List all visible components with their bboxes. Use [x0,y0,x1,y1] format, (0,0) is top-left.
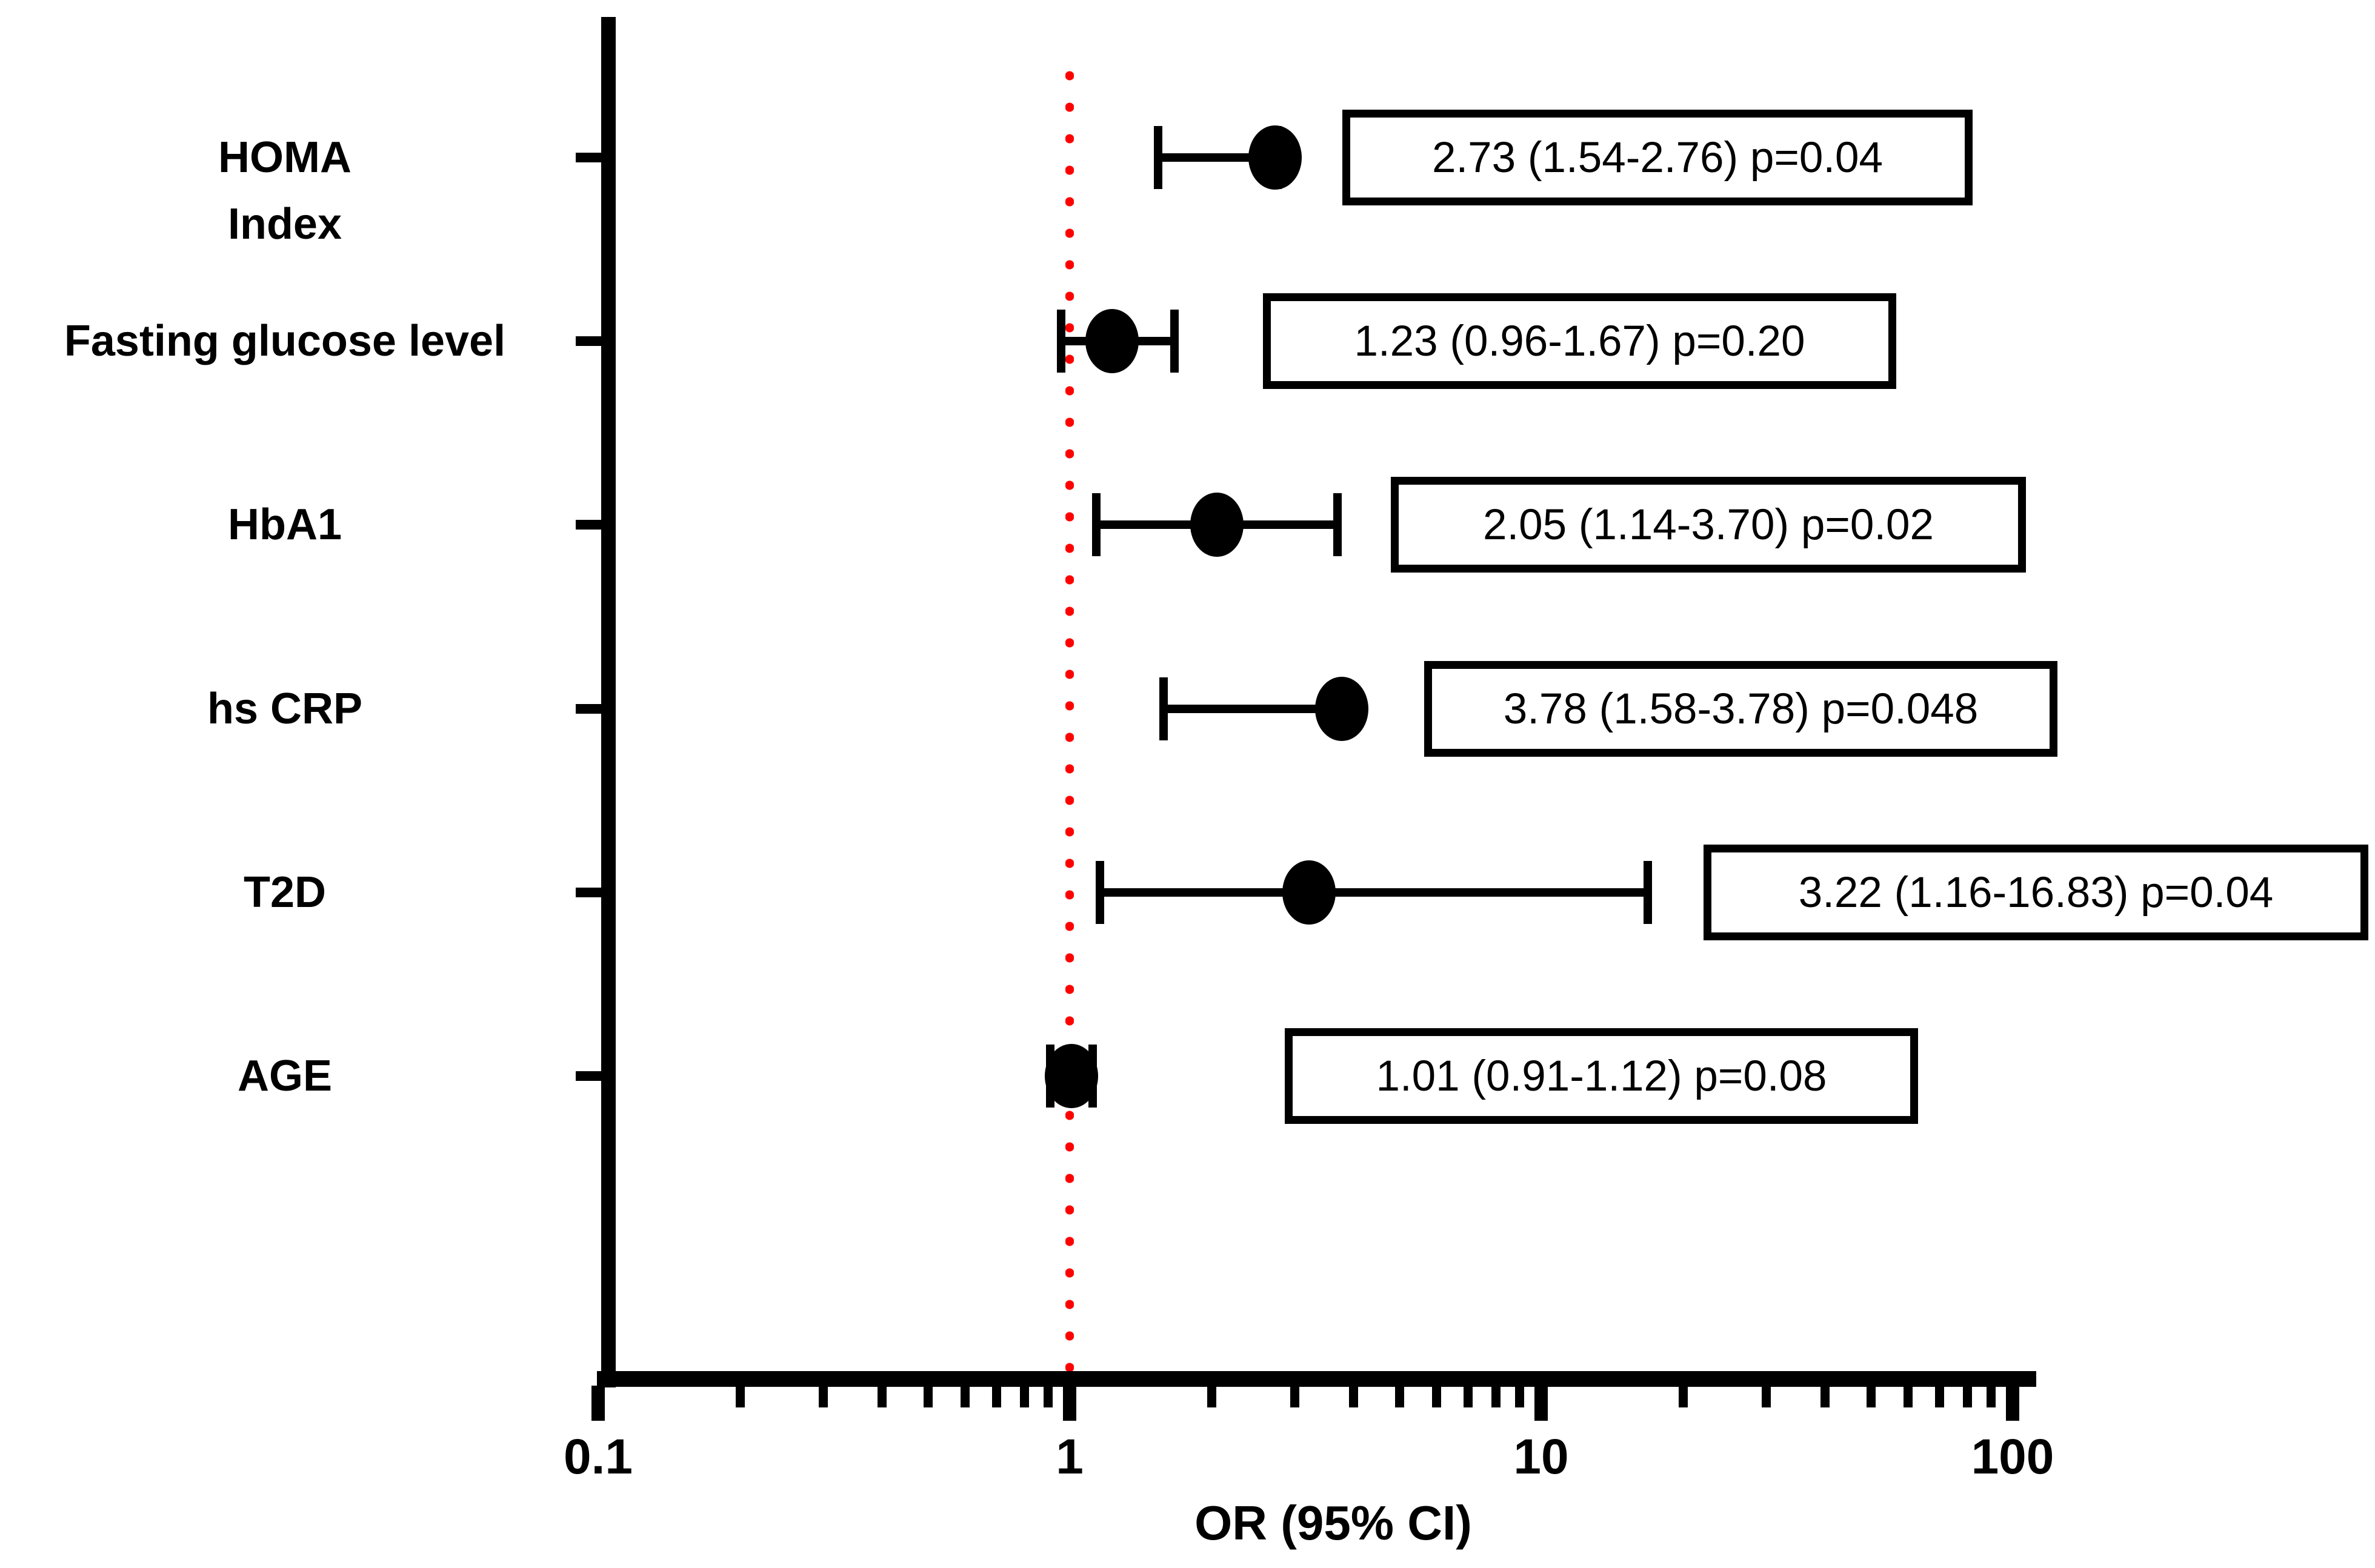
annotation-box: 3.22 (1.16-16.83) p=0.04 [1704,845,2368,940]
x-tick-minor [736,1386,745,1407]
ci-cap-left [1154,126,1162,189]
x-tick-major [2006,1386,2019,1421]
axis-row-tick [576,153,608,162]
annotation-box: 1.23 (0.96-1.67) p=0.20 [1263,293,1896,389]
or-dot [1282,860,1336,925]
x-tick-minor [1464,1386,1473,1407]
annotation-box: 2.05 (1.14-3.70) p=0.02 [1391,477,2026,573]
or-dot [1045,1044,1098,1108]
x-tick-minor [1491,1386,1501,1407]
annotation-box: 3.78 (1.58-3.78) p=0.048 [1424,661,2057,757]
row-label: HOMA Index [218,133,351,248]
x-tick-minor [1867,1386,1876,1407]
row-label: AGE [237,1052,333,1100]
x-tick-minor [1349,1386,1358,1407]
axis-row-tick [576,1071,608,1081]
reference-line-or-1 [1065,70,1074,1371]
x-tick-minor [1935,1386,1944,1407]
x-tick-minor [1904,1386,1913,1407]
x-tick-major [591,1386,605,1421]
annotation-box: 1.01 (0.91-1.12) p=0.08 [1285,1028,1918,1124]
x-axis-title: OR (95% CI) [1194,1496,1472,1550]
row-label: hs CRP [207,685,363,733]
x-tick-minor [1963,1386,1972,1407]
annotation-text: 1.01 (0.91-1.12) p=0.08 [1376,1052,1827,1100]
x-tick-major [1534,1386,1548,1421]
or-dot [1085,309,1139,373]
x-tick-minor [878,1386,887,1407]
annotation-text: 2.05 (1.14-3.70) p=0.02 [1482,500,1934,549]
x-tick-minor [961,1386,970,1407]
ci-cap-right [1644,861,1652,924]
x-tick-label: 1 [1056,1429,1084,1484]
or-dot [1248,125,1302,190]
y-axis-line [601,17,616,1387]
row-label: HbA1 [227,500,342,549]
or-dot [1315,677,1368,741]
x-tick-minor [819,1386,828,1407]
ci-cap-left [1057,310,1065,373]
row-label: Fasting glucose level [64,317,506,365]
x-axis-line [597,1371,2036,1387]
or-dot [1190,493,1244,557]
x-tick-minor [1762,1386,1771,1407]
x-tick-minor [1820,1386,1830,1407]
x-tick-minor [1020,1386,1029,1407]
axis-row-tick [576,888,608,897]
annotation-box: 2.73 (1.54-2.76) p=0.04 [1342,110,1973,205]
x-tick-minor [1515,1386,1524,1407]
ci-whisker [1100,888,1648,897]
x-tick-minor [1679,1386,1688,1407]
annotation-text: 1.23 (0.96-1.67) p=0.20 [1354,317,1805,365]
ci-cap-left [1159,677,1168,740]
ci-whisker [1158,153,1277,162]
x-tick-minor [924,1386,933,1407]
axis-row-tick [576,336,608,346]
ci-cap-right [1170,310,1179,373]
ci-cap-left [1092,493,1101,556]
x-tick-minor [1987,1386,1996,1407]
x-tick-major [1063,1386,1076,1421]
row-label: T2D [243,868,327,917]
axis-row-tick [576,520,608,530]
annotation-text: 2.73 (1.54-2.76) p=0.04 [1431,133,1884,182]
x-tick-minor [1432,1386,1441,1407]
x-tick-minor [1395,1386,1404,1407]
axis-row-tick [576,704,608,714]
x-tick-minor [1207,1386,1216,1407]
ci-cap-right [1333,493,1342,556]
x-tick-minor [992,1386,1001,1407]
x-tick-label: 0.1 [564,1429,633,1484]
x-tick-label: 100 [1971,1429,2054,1484]
x-tick-minor [1290,1386,1299,1407]
ci-whisker [1164,705,1342,713]
annotation-text: 3.78 (1.58-3.78) p=0.048 [1503,685,1979,733]
ci-cap-left [1096,861,1104,924]
x-tick-label: 10 [1513,1429,1569,1484]
annotation-text: 3.22 (1.16-16.83) p=0.04 [1798,868,2274,917]
x-tick-minor [1044,1386,1053,1407]
